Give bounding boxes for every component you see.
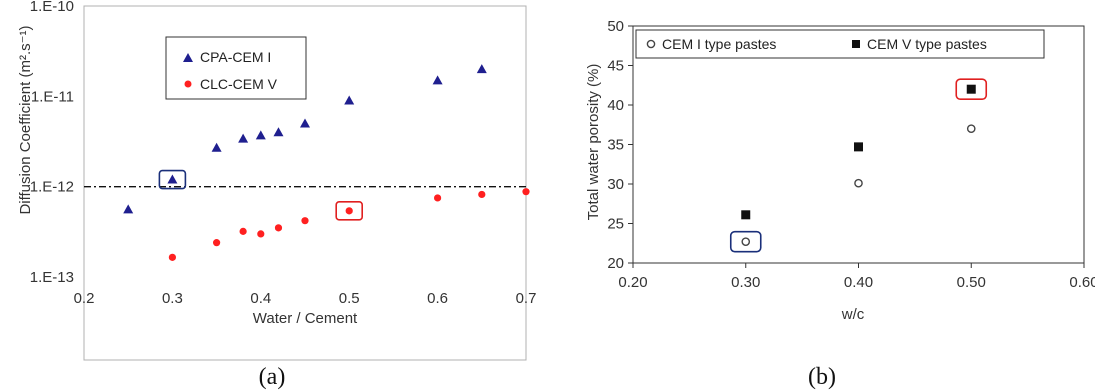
chart-a-point-clc — [239, 227, 247, 235]
chart-a-x-tick-label: 0.4 — [250, 290, 271, 307]
chart-a-y-tick-label: 1.E-10 — [30, 0, 74, 15]
chart-a-point-cpa — [123, 204, 134, 214]
chart-a-legend-circle-icon — [184, 80, 192, 88]
chart-b-x-tick-label: 0.50 — [957, 274, 986, 291]
chart-a-x-tick-label: 0.5 — [339, 290, 360, 307]
chart-a-x-tick-label: 0.6 — [427, 290, 448, 307]
chart-b-y-ticks: 20 25 30 35 40 45 50 — [607, 18, 633, 272]
chart-a-legend-box — [165, 36, 307, 100]
chart-a-point-cpa — [211, 142, 222, 152]
chart-b-y-tick-label: 25 — [607, 216, 624, 233]
chart-b-point-cem5 — [854, 142, 863, 152]
chart-a-y-axis-label: Diffusion Coefficient (m².s⁻¹) — [17, 25, 34, 214]
chart-b-x-tick-label: 0.20 — [618, 274, 647, 291]
chart-b-y-tick-label: 35 — [607, 137, 624, 154]
chart-a-point-cpa — [476, 64, 487, 74]
chart-b-x-tick-label: 0.60 — [1069, 274, 1095, 291]
chart-a-legend-triangle-icon — [183, 53, 193, 62]
chart-a-highlights — [158, 169, 364, 221]
chart-b-point-cem1 — [741, 237, 751, 246]
chart-b-point-cem5 — [966, 84, 976, 94]
chart-a-point-cpa — [238, 133, 249, 143]
chart-b-y-tick-label: 50 — [607, 18, 624, 35]
chart-b-y-axis-label: Total water porosity (%) — [585, 64, 602, 221]
chart-a-point-clc — [274, 224, 283, 232]
chart-a-point-cpa — [167, 174, 178, 184]
caption-b: (b) — [808, 364, 836, 390]
chart-b-highlight-box — [955, 78, 988, 100]
chart-a-x-axis-label: Water / Cement — [253, 310, 358, 327]
chart-b-x-tick-label: 0.40 — [844, 274, 873, 291]
chart-b-point-cem5 — [741, 210, 751, 220]
chart-b-legend-label-cem5: CEM V type pastes — [867, 36, 987, 52]
chart-b-y-tick-label: 30 — [607, 176, 624, 193]
chart-a-point-cpa — [300, 118, 310, 128]
chart-b-highlight-box — [729, 230, 762, 253]
chart-a: 0.2 0.3 0.4 0.5 0.6 0.7 1.E-131.E-121.E-111.E… — [17, 0, 537, 361]
chart-a-point-clc — [522, 188, 530, 196]
chart-a-highlight-box — [335, 201, 364, 221]
chart-a-point-clc — [434, 194, 442, 202]
chart-a-points — [123, 64, 530, 261]
chart-a-x-tick-label: 0.3 — [162, 290, 183, 307]
chart-a-highlight-box — [158, 169, 187, 190]
chart-a-point-clc — [168, 253, 176, 261]
chart-a-x-tick-label: 0.7 — [516, 290, 537, 307]
chart-b-legend-square-icon — [852, 40, 860, 48]
chart-b-x-ticks: 0.20 0.30 0.40 0.50 0.60 — [618, 263, 1095, 291]
chart-a-point-cpa — [273, 127, 284, 137]
chart-b-points — [741, 84, 976, 246]
chart-b-point-cem1 — [854, 178, 863, 188]
chart-a-y-ticks: 1.E-13 1.E-12 1.E-11 1.E-10 — [30, 0, 74, 286]
chart-b-legend-box — [635, 29, 1045, 59]
chart-a-point-clc — [301, 217, 309, 225]
chart-a-x-ticks: 0.2 0.3 0.4 0.5 0.6 0.7 — [74, 290, 537, 307]
chart-a-point-clc — [478, 190, 486, 199]
chart-b-point-cem1 — [966, 124, 976, 133]
chart-a-legend-label-clc: CLC-CEM V — [200, 76, 278, 92]
chart-a-point-cpa — [344, 95, 355, 105]
chart-b-y-tick-label: 20 — [607, 255, 624, 272]
chart-b-highlights — [729, 78, 988, 253]
chart-a-point-cpa — [432, 75, 443, 85]
chart-a-y-tick-label: 1.E-13 — [30, 269, 74, 286]
chart-a-point-clc — [257, 230, 265, 238]
chart-b-x-tick-label: 0.30 — [731, 274, 760, 291]
caption-a: (a) — [259, 364, 286, 390]
chart-b-y-tick-label: 40 — [607, 97, 624, 114]
chart-a-point-clc — [345, 207, 353, 215]
chart-b-x-axis-label: w/c — [841, 306, 865, 323]
chart-b-legend-open-circle-icon — [646, 39, 656, 49]
chart-a-legend-label-cpa: CPA-CEM I — [200, 49, 271, 65]
chart-a-point-clc — [213, 239, 221, 247]
chart-a-y-tick-label: 1.E-12 — [30, 179, 74, 196]
chart-a-point-cpa — [255, 130, 266, 140]
chart-b-y-tick-label: 45 — [607, 58, 624, 75]
chart-b-legend-label-cem1: CEM I type pastes — [662, 36, 776, 52]
chart-a-y-tick-label: 1.E-11 — [31, 88, 74, 105]
chart-a-x-tick-label: 0.2 — [74, 290, 95, 307]
